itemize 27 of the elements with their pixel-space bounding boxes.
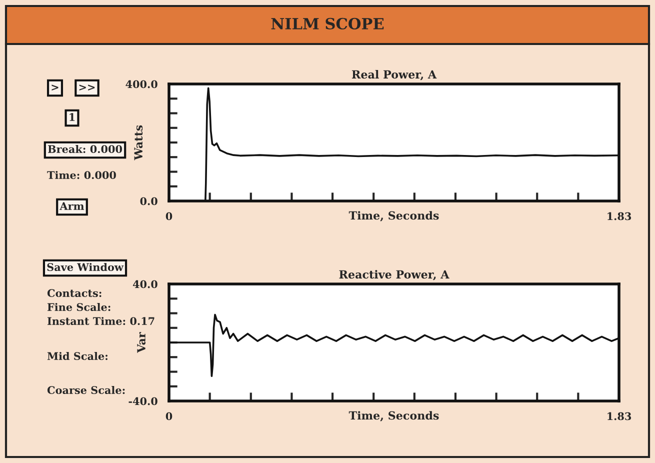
y-axis-title: Var — [137, 332, 146, 353]
text: Break: 0.000 — [48, 144, 122, 154]
x-axis-title: Time, Seconds — [348, 211, 439, 222]
x-tick-label: 0 — [166, 212, 172, 220]
y-tick-label: 400.0 — [126, 80, 158, 88]
text: Instant Time: 0.17 — [47, 316, 154, 326]
x-axis-title: Time, Seconds — [348, 411, 439, 422]
y-tick-label: 0.0 — [140, 197, 158, 206]
x-tick-label: 1.83 — [608, 212, 632, 220]
text: > — [52, 84, 58, 91]
text: 1 — [70, 113, 75, 121]
text: Contacts: — [47, 289, 102, 298]
text: Arm — [60, 202, 84, 210]
y-tick-label: -40.0 — [128, 397, 158, 406]
text: >> — [79, 84, 95, 91]
text: NILM SCOPE — [271, 18, 384, 30]
text: Fine Scale: — [47, 302, 110, 312]
text: Mid Scale: — [47, 352, 108, 360]
x-tick-label: 0 — [166, 412, 172, 420]
text: Coarse Scale: — [47, 386, 125, 394]
text: Time: 0.000 — [47, 170, 116, 180]
text: Save Window — [47, 262, 124, 272]
chart-title: Reactive Power, A — [339, 270, 450, 280]
chart-title: Real Power, A — [352, 70, 437, 80]
x-tick-label: 1.83 — [608, 412, 632, 420]
y-axis-title: Watts — [134, 125, 143, 160]
y-tick-label: 40.0 — [132, 280, 158, 288]
